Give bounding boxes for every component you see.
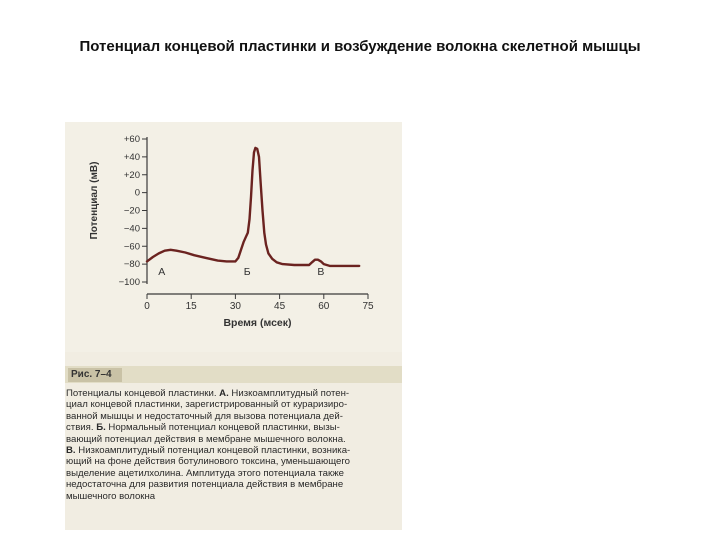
caption-line: циал концевой пластинки, зарегистрирован… [66, 399, 399, 410]
caption-text: ющий на фоне действия ботулинового токси… [66, 456, 350, 468]
caption-text: Нормальный потенциал концевой пластинки,… [105, 422, 340, 434]
caption-text: мышечного волокна [66, 490, 156, 502]
phase-annotation: В [317, 266, 324, 278]
caption-line: ющий на фоне действия ботулинового токси… [66, 456, 399, 467]
y-tick-label: +40 [124, 152, 140, 163]
y-tick-label: −40 [124, 223, 140, 234]
caption-panel-marker: В. [66, 445, 76, 457]
chart-area: +60 +40 +20 0 −20 −40 −60 −80 −100 0 15 30 45 60 75 Вре… [65, 122, 402, 352]
figure-label-bar [65, 366, 402, 383]
caption-text: ванной мышцы и недостаточный для вызова … [66, 410, 343, 422]
y-tick-label: +60 [124, 134, 140, 145]
caption-line: недостаточна для развития потенциала дей… [66, 479, 399, 490]
figure-panel: +60 +40 +20 0 −20 −40 −60 −80 −100 0 15 30 45 60 75 Вре… [65, 122, 402, 530]
caption-text: недостаточна для развития потенциала дей… [66, 479, 344, 491]
phase-annotation: А [158, 266, 165, 278]
y-tick-label: +20 [124, 170, 140, 181]
slide-title: Потенциал концевой пластинки и возбужден… [79, 38, 641, 55]
x-tick-label: 60 [318, 301, 330, 312]
caption-line: ванной мышцы и недостаточный для вызова … [66, 411, 399, 422]
caption-line: вающий потенциал действия в мембране мыш… [66, 434, 399, 445]
caption-line: В. Низкоамплитудный потенциал концевой п… [66, 445, 399, 456]
figure-label: Рис. 7–4 [68, 368, 122, 382]
caption-panel-marker: Б. [96, 422, 106, 434]
caption-line: мышечного волокна [66, 491, 399, 502]
caption-panel-marker: А. [219, 388, 229, 399]
x-tick-label: 15 [186, 301, 198, 312]
caption-text: выделение ацетилхолина. Амплитуда этого … [66, 467, 344, 479]
caption-text: вающий потенциал действия в мембране мыш… [66, 433, 346, 445]
caption-text: циал концевой пластинки, зарегистрирован… [66, 399, 348, 411]
caption-text: Низкоамплитудный потенциал концевой плас… [75, 445, 351, 457]
y-tick-label: −80 [124, 259, 140, 270]
caption-line: выделение ацетилхолина. Амплитуда этого … [66, 468, 399, 479]
y-axis-label: Потенциал (мВ) [89, 162, 100, 240]
x-tick-label: 75 [362, 301, 374, 312]
caption-line: Потенциалы концевой пластинки. А. Низкоа… [66, 388, 399, 399]
caption-text: Потенциалы концевой пластинки. [66, 388, 220, 399]
y-tick-label: −60 [124, 241, 140, 252]
caption-text: ствия. [66, 422, 97, 434]
potential-chart: +60 +40 +20 0 −20 −40 −60 −80 −100 0 15 30 45 60 75 Вре… [89, 134, 374, 329]
caption-line: ствия. Б. Нормальный потенциал концевой … [66, 422, 399, 433]
x-tick-label: 0 [144, 301, 150, 312]
x-tick-label: 45 [274, 301, 286, 312]
y-tick-label: −100 [119, 277, 140, 288]
x-axis-label: Время (мсек) [223, 317, 291, 329]
potential-trace-line [145, 146, 361, 268]
phase-annotation: Б [244, 266, 251, 278]
figure-caption: Потенциалы концевой пластинки. А. Низкоа… [66, 388, 399, 502]
x-tick-label: 30 [230, 301, 242, 312]
y-tick-label: −20 [124, 206, 140, 217]
caption-text: Низкоамплитудный потен- [228, 388, 350, 399]
y-tick-label: 0 [135, 188, 140, 199]
